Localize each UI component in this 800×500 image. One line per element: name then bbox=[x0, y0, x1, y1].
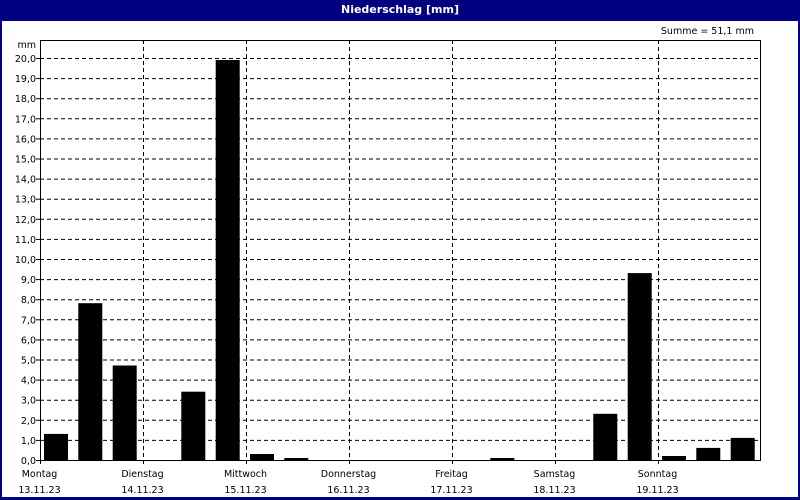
chart-panel: Summe = 51,1 mm mm 0,0 1,0 2,0 3,0 4,0 5,0 6,0… bbox=[2, 21, 798, 497]
day-label: Mittwoch bbox=[224, 469, 267, 480]
precipitation-bar bbox=[181, 391, 206, 460]
date-label: 19.11.23 bbox=[636, 485, 678, 496]
y-tick-label: 7,0 bbox=[21, 315, 36, 326]
y-tick-label: 8,0 bbox=[21, 295, 36, 306]
y-tick-label: 20,0 bbox=[15, 54, 36, 65]
precipitation-bar bbox=[662, 456, 686, 460]
day-label: Donnerstag bbox=[321, 469, 376, 480]
precipitation-bar bbox=[78, 303, 103, 460]
day-label: Sonntag bbox=[638, 469, 677, 480]
day-label: Dienstag bbox=[121, 469, 163, 480]
date-label: 13.11.23 bbox=[18, 485, 60, 496]
y-axis-unit: mm bbox=[17, 40, 36, 51]
date-label: 14.11.23 bbox=[121, 485, 163, 496]
y-tick-label: 4,0 bbox=[21, 376, 36, 387]
y-tick-label: 5,0 bbox=[21, 356, 36, 367]
y-tick-label: 6,0 bbox=[21, 335, 36, 346]
y-tick-label: 12,0 bbox=[15, 215, 36, 226]
y-tick-label: 0,0 bbox=[21, 456, 36, 467]
y-tick-label: 18,0 bbox=[15, 94, 36, 105]
y-tick-label: 14,0 bbox=[15, 175, 36, 186]
precipitation-bar bbox=[250, 454, 274, 460]
date-label: 15.11.23 bbox=[224, 485, 266, 496]
day-label: Montag bbox=[22, 469, 58, 480]
precipitation-bar bbox=[284, 458, 309, 460]
date-label: 17.11.23 bbox=[430, 485, 472, 496]
precipitation-bar bbox=[112, 365, 137, 460]
precipitation-bar bbox=[696, 447, 721, 460]
date-label: 18.11.23 bbox=[533, 485, 575, 496]
y-tick-label: 13,0 bbox=[15, 195, 36, 206]
precipitation-bar bbox=[730, 437, 755, 460]
y-tick-label: 2,0 bbox=[21, 416, 36, 427]
precipitation-chart: Summe = 51,1 mm mm 0,0 1,0 2,0 3,0 4,0 5,0 6,0… bbox=[15, 26, 761, 496]
day-label: Samstag bbox=[534, 469, 576, 480]
y-tick-label: 16,0 bbox=[15, 134, 36, 145]
precipitation-bar bbox=[215, 60, 240, 460]
y-tick-label: 11,0 bbox=[15, 235, 36, 246]
y-tick-label: 9,0 bbox=[21, 275, 36, 286]
y-tick-label: 15,0 bbox=[15, 155, 36, 166]
day-label: Freitag bbox=[435, 469, 468, 480]
precipitation-bar bbox=[44, 433, 68, 460]
sum-annotation: Summe = 51,1 mm bbox=[661, 26, 754, 37]
precipitation-bar bbox=[627, 273, 652, 460]
window-title: Niederschlag [mm] bbox=[341, 3, 459, 16]
y-tick-label: 1,0 bbox=[21, 436, 36, 447]
y-tick-label: 10,0 bbox=[15, 255, 36, 266]
date-label: 16.11.23 bbox=[327, 485, 369, 496]
y-tick-label: 3,0 bbox=[21, 396, 36, 407]
plot-border bbox=[40, 40, 761, 461]
y-tick-label: 17,0 bbox=[15, 114, 36, 125]
precipitation-bar bbox=[593, 413, 618, 460]
y-tick-label: 19,0 bbox=[15, 74, 36, 85]
precipitation-bar bbox=[490, 458, 515, 460]
